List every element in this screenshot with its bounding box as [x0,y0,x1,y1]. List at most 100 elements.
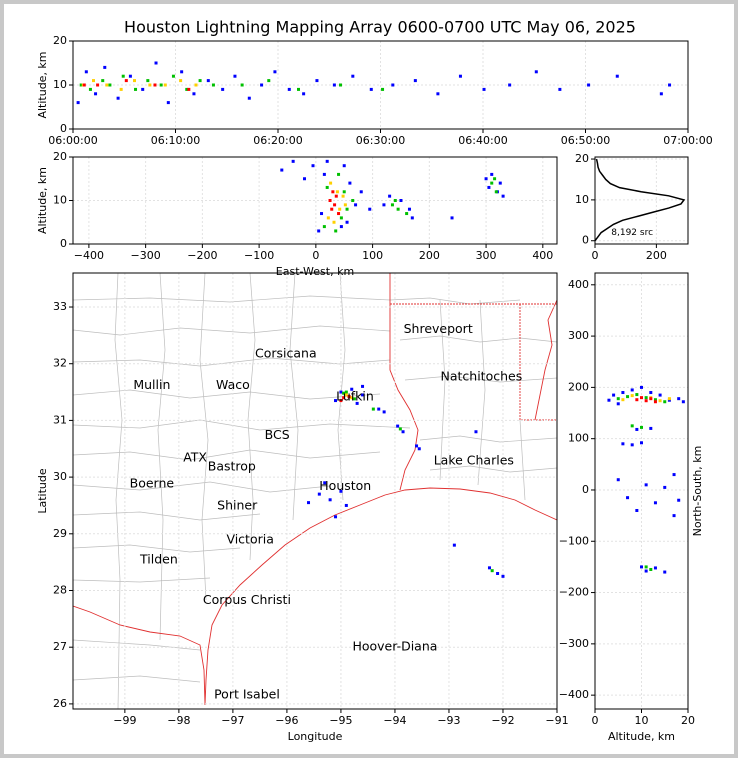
x-tick-label: 400 [532,249,553,262]
source-point [88,87,92,91]
x-tick-label: 100 [362,249,383,262]
source-point [267,79,271,83]
y-tick-label: −300 [559,637,589,650]
source-point [92,79,95,83]
source-point [159,83,163,87]
source-point [436,92,440,96]
source-point [119,87,123,91]
source-point [615,74,619,78]
x-tick-label: −94 [383,714,406,727]
y-axis-label: Latitude [36,468,49,514]
source-point [331,190,335,194]
source-point [141,87,145,91]
source-point [640,441,643,445]
source-point [101,79,105,83]
source-point [326,216,330,220]
source-point [103,65,107,69]
source-point [452,543,456,547]
y-tick-label: 0 [582,234,589,247]
x-tick-label: −400 [74,249,104,262]
source-point [672,514,676,518]
annotation: Port Isabel [214,686,280,701]
source-point [124,79,128,83]
source-point [359,190,363,194]
source-point [345,207,349,211]
source-point [344,393,348,397]
source-point [498,181,502,185]
source-point [334,515,338,519]
source-point [630,424,634,428]
source-point [415,444,419,448]
source-point [368,207,372,211]
source-point [635,508,639,512]
source-point [342,190,346,194]
source-point [640,385,643,389]
source-point [116,96,120,100]
source-point [681,400,685,404]
source-point [341,194,345,198]
y-tick-label: 33 [53,300,67,313]
source-point [630,388,634,392]
source-point [635,398,639,402]
source-point [644,396,648,400]
source-point [134,87,138,91]
source-point [635,393,639,397]
y-tick-label: 30 [53,470,67,483]
source-point [260,83,264,87]
source-point [333,203,337,207]
source-point [206,79,210,83]
source-point [133,79,136,83]
source-point [334,229,338,233]
source-point [108,83,112,87]
source-point [339,390,343,394]
source-point [180,70,184,74]
source-point [332,220,336,224]
annotation: Houston [319,478,371,493]
y-tick-label: 10 [53,194,67,207]
source-point [302,92,306,96]
source-point [339,83,343,87]
y-tick-label: 200 [568,380,589,393]
source-point [354,203,358,207]
x-tick-label: −200 [187,249,217,262]
source-point [361,393,365,397]
source-point [644,399,648,403]
y-axis-label: Altitude, km [36,167,49,234]
source-point [344,390,348,394]
source-point [616,397,620,401]
source-point [621,391,625,395]
x-tick-label: −100 [244,249,274,262]
source-point [658,399,662,403]
source-point [640,565,643,569]
annotation: Tilden [139,551,178,566]
source-point [484,177,488,181]
source-point [350,396,354,400]
source-point [607,398,611,402]
source-point [317,229,321,233]
x-tick-label: −95 [329,714,352,727]
source-point [82,83,86,87]
source-point [658,393,662,397]
annotation: 8,192 src [611,228,653,238]
source-point [79,83,83,87]
source-point [377,407,381,411]
source-point [355,401,359,405]
source-point [154,61,158,65]
source-point [668,83,672,87]
source-point [558,87,562,91]
y-tick-label: 400 [568,278,589,291]
y-tick-label: 27 [53,640,67,653]
source-point [663,400,667,404]
source-point [630,394,634,398]
source-point [487,185,491,189]
source-point [390,203,394,207]
source-point [315,79,319,83]
y-tick-label: 20 [575,152,589,165]
source-point [351,199,355,202]
source-point [399,199,403,202]
source-point [413,79,417,83]
x-tick-label: 200 [646,249,667,262]
source-point [630,443,634,447]
x-axis-label: East-West, km [276,265,354,278]
source-point [677,397,681,401]
